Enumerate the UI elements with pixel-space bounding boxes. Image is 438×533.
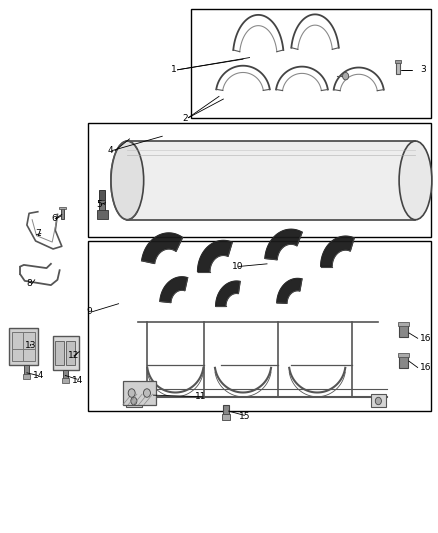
Circle shape (131, 397, 137, 405)
Bar (23, 374, 29, 378)
Bar (61, 208, 64, 219)
Circle shape (144, 389, 150, 397)
Bar (127, 141, 416, 220)
Text: 12: 12 (68, 351, 80, 360)
Ellipse shape (111, 141, 144, 220)
Bar (191, 9, 431, 118)
Polygon shape (160, 277, 187, 303)
Polygon shape (198, 240, 232, 272)
Bar (99, 200, 106, 211)
Bar (66, 341, 75, 365)
Text: 7: 7 (35, 229, 41, 238)
Bar (88, 123, 431, 237)
Bar (62, 378, 69, 383)
Text: 3: 3 (420, 66, 426, 74)
Bar (399, 354, 408, 368)
Text: 6: 6 (51, 214, 57, 223)
Bar (12, 332, 35, 361)
Text: 16: 16 (420, 334, 431, 343)
Bar (10, 328, 38, 365)
Bar (126, 394, 142, 407)
Text: 11: 11 (195, 392, 206, 401)
Bar (55, 341, 64, 365)
Bar (222, 414, 230, 419)
Bar (371, 394, 386, 407)
Text: 9: 9 (87, 307, 92, 316)
Bar (99, 190, 106, 200)
Text: 5: 5 (97, 200, 102, 209)
Bar (396, 62, 400, 74)
Text: 8: 8 (26, 279, 32, 288)
Ellipse shape (399, 141, 432, 220)
Text: 16: 16 (420, 363, 431, 372)
Text: 4: 4 (108, 146, 113, 155)
Bar (53, 336, 79, 370)
Circle shape (375, 397, 381, 405)
Bar (88, 241, 431, 411)
Bar (97, 210, 108, 219)
Polygon shape (142, 233, 183, 263)
Polygon shape (216, 281, 240, 306)
Text: 10: 10 (232, 262, 244, 271)
Bar (395, 60, 401, 63)
Circle shape (343, 72, 349, 80)
Circle shape (128, 389, 135, 397)
Bar (123, 381, 155, 405)
Text: 13: 13 (25, 341, 36, 350)
Polygon shape (321, 236, 354, 266)
Bar (398, 353, 410, 357)
Bar (399, 323, 408, 337)
Text: 14: 14 (33, 371, 45, 380)
Bar (63, 369, 68, 379)
Text: 1: 1 (171, 66, 177, 74)
Bar (223, 405, 229, 415)
Text: 14: 14 (72, 376, 83, 385)
Polygon shape (277, 278, 302, 303)
Bar (398, 322, 410, 326)
Bar (59, 207, 66, 209)
Bar (24, 366, 28, 375)
Text: 15: 15 (239, 412, 250, 421)
Text: 2: 2 (182, 114, 187, 123)
Polygon shape (265, 229, 302, 260)
